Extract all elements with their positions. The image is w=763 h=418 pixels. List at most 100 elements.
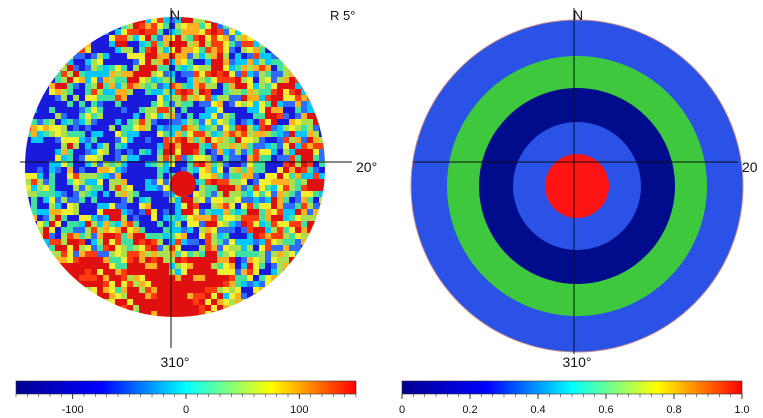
noise-cell	[85, 233, 92, 240]
noise-cell	[253, 41, 260, 48]
noise-cell	[145, 155, 152, 162]
noise-cell	[55, 167, 62, 174]
noise-cell	[91, 53, 98, 60]
noise-cell	[115, 239, 122, 246]
noise-cell	[157, 137, 164, 144]
noise-cell	[229, 131, 236, 138]
noise-cell	[85, 125, 92, 132]
right-colorbar-ticks: 0 0.2 0.4 0.6 0.8 1.0	[399, 394, 750, 416]
noise-cell	[181, 257, 188, 264]
noise-cell	[43, 167, 50, 174]
noise-cell	[91, 245, 98, 252]
noise-cell	[205, 119, 212, 126]
noise-cell	[235, 275, 242, 282]
noise-cell	[193, 293, 200, 300]
noise-cell	[109, 185, 116, 192]
noise-cell	[151, 215, 158, 222]
noise-cell	[115, 167, 122, 174]
noise-cell	[205, 89, 212, 96]
noise-cell	[25, 185, 32, 192]
noise-cell	[121, 17, 128, 24]
noise-cell	[229, 155, 236, 162]
noise-cell	[67, 257, 74, 264]
noise-cell	[247, 251, 254, 258]
noise-cell	[289, 101, 296, 108]
noise-cell	[139, 101, 146, 108]
noise-cell	[55, 101, 62, 108]
noise-cell	[109, 113, 116, 120]
noise-cell	[241, 179, 248, 186]
noise-cell	[157, 275, 164, 282]
noise-cell	[199, 173, 206, 180]
noise-cell	[181, 95, 188, 102]
noise-cell	[235, 23, 242, 30]
noise-cell	[115, 77, 122, 84]
noise-cell	[127, 119, 134, 126]
noise-cell	[103, 215, 110, 222]
noise-cell	[139, 29, 146, 36]
noise-cell	[187, 281, 194, 288]
noise-cell	[163, 221, 170, 228]
noise-cell	[31, 161, 38, 168]
noise-cell	[205, 107, 212, 114]
noise-cell	[163, 275, 170, 282]
noise-cell	[145, 221, 152, 228]
noise-cell	[241, 281, 248, 288]
noise-cell	[205, 221, 212, 228]
noise-cell	[73, 59, 80, 66]
noise-cell	[235, 161, 242, 168]
noise-cell	[205, 131, 212, 138]
noise-cell	[61, 263, 68, 270]
noise-cell	[127, 65, 134, 72]
noise-cell	[229, 125, 236, 132]
noise-cell	[127, 233, 134, 240]
noise-cell	[61, 113, 68, 120]
noise-cell	[205, 215, 212, 222]
noise-cell	[115, 305, 122, 312]
noise-cell	[145, 41, 152, 48]
noise-cell	[103, 47, 110, 54]
noise-cell	[253, 263, 260, 270]
noise-cell	[289, 209, 296, 216]
noise-cell	[43, 215, 50, 222]
noise-cell	[79, 245, 86, 252]
noise-cell	[115, 269, 122, 276]
noise-cell	[223, 29, 230, 36]
noise-cell	[193, 269, 200, 276]
noise-cell	[73, 95, 80, 102]
noise-cell	[31, 149, 38, 156]
noise-cell	[61, 191, 68, 198]
noise-cell	[127, 275, 134, 282]
noise-cell	[265, 65, 272, 72]
noise-cell	[43, 119, 50, 126]
noise-cell	[205, 59, 212, 66]
noise-cell	[157, 71, 164, 78]
noise-cell	[151, 53, 158, 60]
noise-cell	[223, 143, 230, 150]
noise-cell	[289, 95, 296, 102]
noise-cell	[97, 251, 104, 258]
noise-cell	[283, 233, 290, 240]
noise-cell	[199, 41, 206, 48]
noise-cell	[217, 53, 224, 60]
noise-cell	[265, 125, 272, 132]
noise-cell	[25, 203, 32, 210]
noise-cell	[109, 137, 116, 144]
noise-cell	[187, 131, 194, 138]
noise-cell	[73, 173, 80, 180]
noise-cell	[85, 197, 92, 204]
noise-cell	[121, 53, 128, 60]
noise-cell	[169, 59, 176, 66]
noise-cell	[301, 113, 308, 120]
noise-cell	[121, 83, 128, 90]
noise-cell	[229, 95, 236, 102]
noise-cell	[49, 167, 56, 174]
noise-cell	[271, 227, 278, 234]
noise-cell	[181, 65, 188, 72]
noise-cell	[151, 143, 158, 150]
noise-cell	[67, 83, 74, 90]
noise-cell	[67, 203, 74, 210]
noise-cell	[163, 269, 170, 276]
noise-cell	[73, 137, 80, 144]
noise-cell	[115, 263, 122, 270]
